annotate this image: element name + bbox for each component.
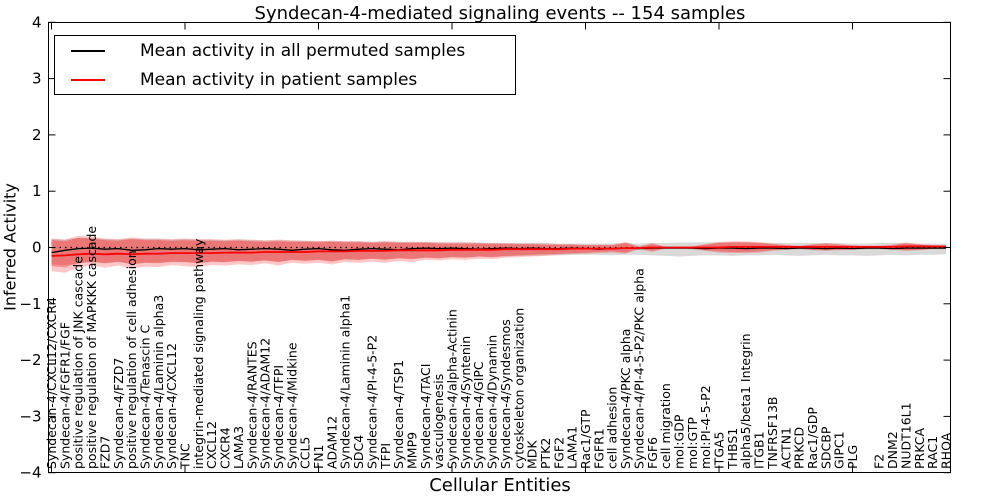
x-tick-label: LAMA3 <box>231 426 246 469</box>
x-tick-label: SDCBP <box>818 426 833 469</box>
x-tick-label: Syndecan-4/Syntenin <box>458 336 473 469</box>
x-tick-label: RAC1 <box>925 436 940 469</box>
legend: Mean activity in all permuted samples Me… <box>54 35 516 95</box>
x-tick-label: PTK2 <box>538 438 553 469</box>
x-tick-label: positive regulation of cell adhesion <box>124 250 139 469</box>
y-tick-label: −2 <box>19 351 41 369</box>
x-tick-label: Syndecan-4/TFPI <box>271 365 286 469</box>
legend-label: Mean activity in all permuted samples <box>140 40 466 61</box>
x-tick-label: Syndecan-4/FGFR1/FGF <box>57 322 72 469</box>
x-tick-label: positive regulation of JNK cascade <box>71 256 86 469</box>
x-tick-label: ACTN1 <box>778 427 793 469</box>
x-tick-label: Syndecan-4/FZD7 <box>111 358 126 469</box>
line-mean-activity-in-patient-samples <box>51 245 946 257</box>
line-mean-activity-in-all-permuted-samples <box>51 247 946 254</box>
x-tick-label: cytoskeleton organization <box>511 308 526 469</box>
x-tick-label: Syndecan-4/TACI <box>418 364 433 469</box>
x-tick-label: positive regulation of MAPKKK cascade <box>84 226 99 469</box>
y-tick-label: 1 <box>32 182 42 200</box>
x-tick-label: Syndecan-4/CXCL12/CXCR4 <box>44 297 59 469</box>
x-tick-label: Syndecan-4/PI-4-5-P2/PKC alpha <box>631 268 646 469</box>
x-tick-label: Syndecan-4/TSP1 <box>391 360 406 469</box>
band-permuted-samples-range <box>51 237 946 265</box>
x-tick-label: Syndecan-4/RANTES <box>244 341 259 469</box>
x-tick-label: MMP9 <box>404 432 419 469</box>
x-tick-label: ADAM12 <box>324 416 339 469</box>
x-tick-label: CXCR4 <box>218 427 233 469</box>
x-tick-label: F2 <box>872 454 887 469</box>
x-tick-label: TFPI <box>378 443 393 470</box>
legend-entry-patient: Mean activity in patient samples <box>55 69 515 91</box>
x-tick-label: integrin-mediated signaling pathway <box>191 238 206 469</box>
x-tick-label: Syndecan-4/Tenascin C <box>137 324 152 469</box>
x-tick-label: PLG <box>845 445 860 469</box>
x-tick-label: NUDT16L1 <box>898 402 913 469</box>
y-tick-label: −3 <box>19 407 41 425</box>
x-tick-label: Syndecan-4/GIPC <box>471 361 486 469</box>
x-tick-label: mol:GTP <box>685 417 700 469</box>
x-tick-label: CCL5 <box>298 437 313 469</box>
x-tick-label: mol:GDP <box>671 414 686 469</box>
x-tick-label: TNC <box>178 443 193 470</box>
y-tick-label: 0 <box>32 239 42 257</box>
x-tick-label: TNFRSF13B <box>765 397 780 470</box>
x-tick-label: Syndecan-4/CXCL12 <box>164 343 179 469</box>
x-tick-label: Syndecan-4/Laminin alpha1 <box>338 295 353 469</box>
y-tick-label: −1 <box>19 295 41 313</box>
x-tick-label: RHOA <box>938 432 953 469</box>
x-tick-label: Syndecan-4/Syndesmos <box>498 319 513 469</box>
x-tick-label: FGFR1 <box>591 428 606 469</box>
x-tick-label: FN1 <box>311 445 326 470</box>
y-tick-label: −4 <box>19 464 41 482</box>
x-tick-label: FZD7 <box>97 436 112 469</box>
x-tick-label: mol:PI-4-5-P2 <box>698 385 713 469</box>
y-tick-label: 4 <box>32 13 42 31</box>
x-tick-label: Syndecan-4/PI-4-5-P2 <box>364 335 379 469</box>
legend-line-sample-black <box>71 49 105 52</box>
y-tick-label: 3 <box>32 70 42 88</box>
y-tick-label: 2 <box>32 126 42 144</box>
x-tick-label: Syndecan-4/Laminin alpha3 <box>151 295 166 469</box>
x-tick-label: Syndecan-4/Midkine <box>284 342 299 469</box>
x-tick-label: FGF6 <box>645 437 660 469</box>
chart-title: Syndecan-4-mediated signaling events -- … <box>254 3 746 24</box>
x-tick-label: MDK <box>525 440 540 469</box>
x-tick-label: SDC4 <box>351 435 366 469</box>
x-tick-label: GIPC1 <box>832 431 847 469</box>
x-tick-label: cell adhesion <box>605 387 620 469</box>
x-tick-label: vasculogenesis <box>431 374 446 469</box>
x-tick-label: PRKCA <box>912 428 927 469</box>
x-tick-label: Syndecan-4/Dynamin <box>485 335 500 469</box>
x-tick-label: Rac1/GTP <box>578 409 593 469</box>
x-tick-label: THBS1 <box>725 428 740 470</box>
x-axis-label: Cellular Entities <box>429 475 571 496</box>
legend-line-sample-red <box>71 78 105 81</box>
x-tick-label: cell migration <box>658 383 673 469</box>
legend-label: Mean activity in patient samples <box>140 69 418 90</box>
x-tick-label: Syndecan-4/ADAM12 <box>258 338 273 469</box>
x-tick-label: Rac1/GDP <box>805 407 820 469</box>
band-patient-samples-range-inner <box>51 237 946 268</box>
y-axis-label: Inferred Activity <box>0 183 20 311</box>
x-tick-label: ITGA5 <box>712 431 727 469</box>
x-tick-label: alpha5/beta1 Integrin <box>738 333 753 469</box>
x-tick-label: Syndecan-4/PKC alpha <box>618 329 633 469</box>
x-tick-label: DNM2 <box>885 431 900 469</box>
x-tick-label: ITGB1 <box>752 431 767 469</box>
band-patient-samples-range-outer <box>51 235 946 273</box>
x-tick-label: FGF2 <box>551 437 566 469</box>
x-tick-label: LAMA1 <box>565 426 580 469</box>
x-tick-label: PRKCD <box>792 427 807 469</box>
legend-entry-permuted: Mean activity in all permuted samples <box>55 40 515 62</box>
x-tick-label: CXCL12 <box>204 421 219 469</box>
x-tick-label: Syndecan-4/alpha-Actinin <box>445 309 460 469</box>
